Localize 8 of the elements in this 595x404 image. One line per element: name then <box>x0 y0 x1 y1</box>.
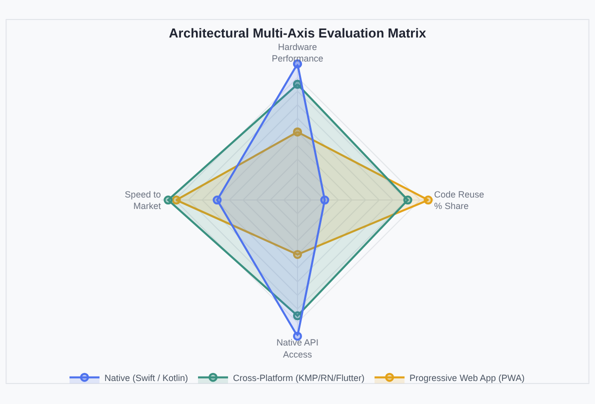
legend-label: Cross-Platform (KMP/RN/Flutter) <box>233 372 365 383</box>
legend-label: Native (Swift / Kotlin) <box>104 372 188 383</box>
spoke-label: Native API Access <box>276 338 319 360</box>
legend-label: Progressive Web App (PWA) <box>410 372 525 383</box>
chart-title: Architectural Multi-Axis Evaluation Matrix <box>168 25 427 40</box>
spoke-label: Speed to Market <box>124 189 162 212</box>
spoke-label: Hardware Performance <box>272 42 324 64</box>
spoke-label: Code Reuse % Share <box>434 189 484 212</box>
